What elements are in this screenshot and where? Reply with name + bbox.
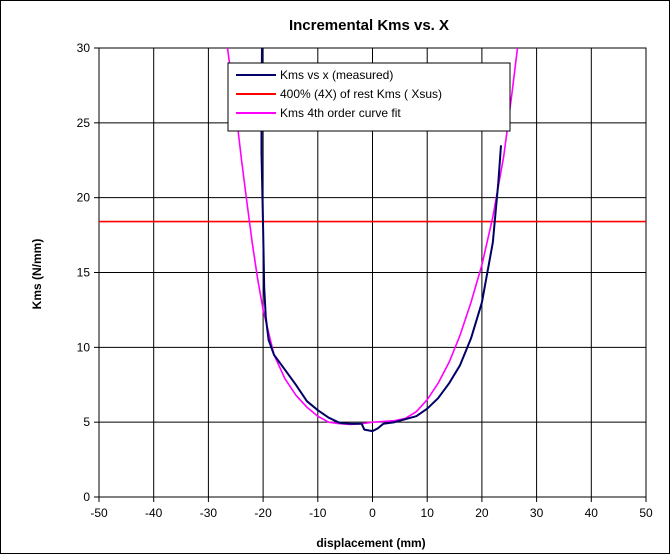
y-tick-label: 20 bbox=[77, 191, 91, 205]
x-tick-label: -10 bbox=[309, 506, 327, 520]
x-axis-label: displacement (mm) bbox=[316, 536, 425, 550]
x-axis: -50 -40 -30 -20 -10 0 10 20 30 40 50 bbox=[90, 497, 653, 520]
y-tick-label: 5 bbox=[83, 415, 90, 429]
x-tick-label: 10 bbox=[421, 506, 435, 520]
x-tick-label: -50 bbox=[90, 506, 108, 520]
y-tick-label: 15 bbox=[77, 266, 91, 280]
x-tick-label: -20 bbox=[254, 506, 272, 520]
legend-entry-1: 400% (4X) of rest Kms ( Xsus) bbox=[280, 87, 442, 101]
chart-title: Incremental Kms vs. X bbox=[289, 17, 449, 34]
y-tick-label: 30 bbox=[77, 41, 91, 55]
x-tick-label: 0 bbox=[369, 506, 376, 520]
legend-entry-2: Kms 4th order curve fit bbox=[280, 106, 401, 120]
legend-entry-0: Kms vs x (measured) bbox=[280, 68, 393, 82]
y-axis-label: Kms (N/mm) bbox=[30, 239, 44, 310]
x-tick-label: -40 bbox=[145, 506, 163, 520]
y-tick-label: 25 bbox=[77, 116, 91, 130]
y-axis: 0 5 10 15 20 25 30 bbox=[77, 41, 99, 504]
x-tick-label: 50 bbox=[639, 506, 653, 520]
x-tick-label: -30 bbox=[200, 506, 218, 520]
x-tick-label: 30 bbox=[530, 506, 544, 520]
series-line-0 bbox=[260, 47, 502, 433]
x-tick-label: 20 bbox=[475, 506, 489, 520]
legend: Kms vs x (measured) 400% (4X) of rest Kms… bbox=[227, 62, 511, 132]
series-layer bbox=[99, 47, 646, 433]
y-tick-label: 10 bbox=[77, 340, 91, 354]
x-tick-label: 40 bbox=[585, 506, 599, 520]
y-tick-label: 0 bbox=[83, 490, 90, 504]
